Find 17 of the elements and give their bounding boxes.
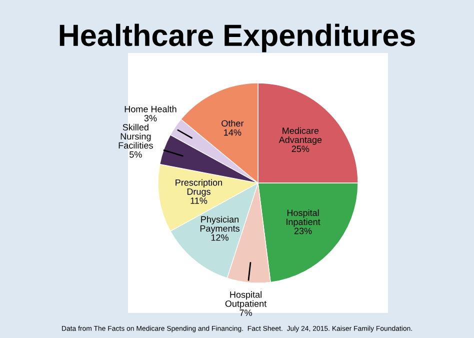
data-label: 5% (130, 151, 142, 158)
slice-label: Hospital Inpatient (286, 209, 320, 227)
slice-label: Medicare Advantage (278, 127, 322, 145)
data-label: 7% (240, 310, 252, 316)
data-label: 12% (211, 234, 228, 241)
slice-label: Other (222, 120, 244, 127)
slice-label: Home Health (124, 106, 176, 112)
data-label: 14% (224, 129, 242, 136)
chart-title: Healthcare Expenditures (60, 24, 415, 52)
slice-label: Physician Payments (200, 216, 240, 234)
data-label: 25% (292, 146, 310, 152)
data-label: 3% (144, 114, 157, 122)
data-label: 23% (294, 228, 312, 234)
slice-label: Prescription Drugs (176, 179, 222, 197)
data-label: 11% (190, 198, 208, 204)
slice-label: Skilled Nursing Facilities (118, 124, 153, 149)
slice-label: Hospital Outpatient (225, 291, 267, 309)
